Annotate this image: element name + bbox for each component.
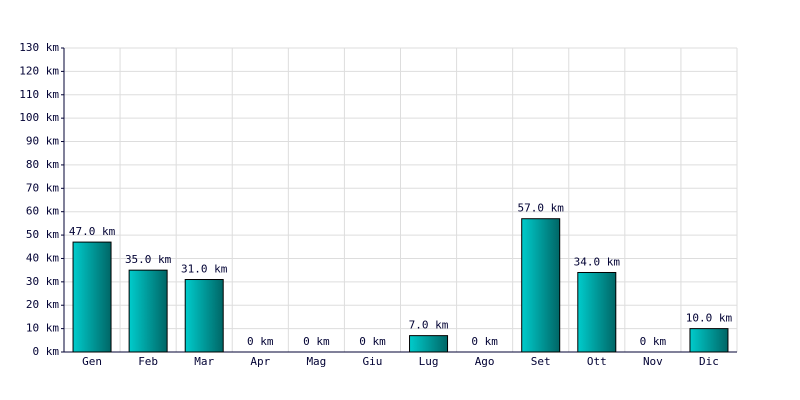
- x-tick-label: Dic: [699, 355, 719, 368]
- y-tick-label: 60 km: [26, 205, 59, 218]
- x-tick-label: Ago: [475, 355, 495, 368]
- bar: [72, 241, 112, 353]
- y-tick-label: 80 km: [26, 158, 59, 171]
- bar: [521, 218, 561, 353]
- data-label: 0 km: [359, 335, 386, 348]
- data-label: 57.0 km: [518, 202, 565, 215]
- y-tick-label: 40 km: [26, 251, 59, 264]
- x-tick-label: Gen: [82, 355, 102, 368]
- data-label: 0 km: [640, 335, 667, 348]
- x-tick-label: Giu: [363, 355, 383, 368]
- bar: [409, 335, 449, 353]
- y-tick-label: 0 km: [33, 345, 60, 358]
- x-tick-label: Mag: [306, 355, 326, 368]
- data-label: 0 km: [247, 335, 274, 348]
- y-tick-label: 20 km: [26, 298, 59, 311]
- data-label: 7.0 km: [409, 319, 449, 332]
- x-tick-label: Mar: [194, 355, 214, 368]
- data-label: 31.0 km: [181, 263, 228, 276]
- x-tick-label: Lug: [419, 355, 439, 368]
- y-tick-label: 130 km: [19, 41, 59, 54]
- data-label: 35.0 km: [125, 253, 172, 266]
- data-label: 34.0 km: [574, 255, 621, 268]
- bar: [689, 328, 729, 353]
- y-tick-label: 100 km: [19, 111, 59, 124]
- data-label: 47.0 km: [69, 225, 116, 238]
- bar: [128, 269, 168, 353]
- x-tick-label: Set: [531, 355, 551, 368]
- bar: [577, 271, 617, 353]
- y-tick-label: 70 km: [26, 181, 59, 194]
- data-label: 0 km: [303, 335, 330, 348]
- x-tick-label: Nov: [643, 355, 663, 368]
- y-tick-label: 110 km: [19, 88, 59, 101]
- x-tick-label: Feb: [138, 355, 158, 368]
- x-tick-label: Apr: [250, 355, 270, 368]
- y-tick-label: 120 km: [19, 64, 59, 77]
- y-tick-label: 10 km: [26, 322, 59, 335]
- y-tick-label: 30 km: [26, 275, 59, 288]
- data-label: 0 km: [471, 335, 498, 348]
- y-tick-label: 90 km: [26, 135, 59, 148]
- data-label: 10.0 km: [686, 312, 733, 325]
- bar: [184, 279, 224, 353]
- x-tick-label: Ott: [587, 355, 607, 368]
- y-tick-label: 50 km: [26, 228, 59, 241]
